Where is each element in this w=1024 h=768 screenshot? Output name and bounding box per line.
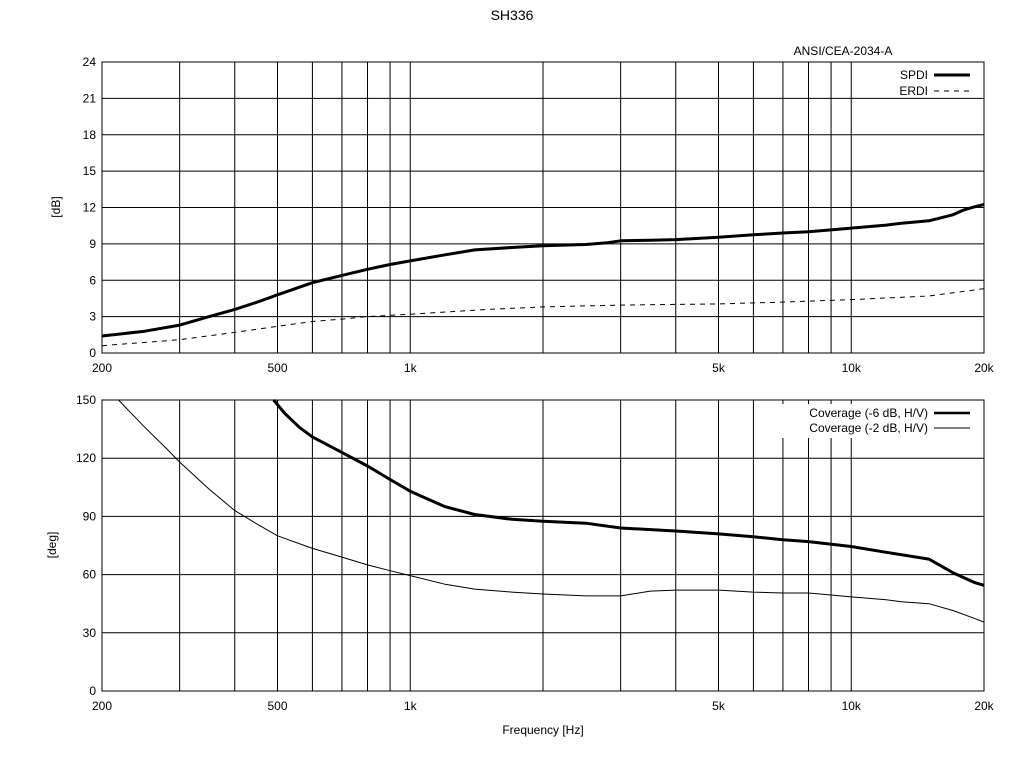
legend-label-erdi: ERDI <box>899 84 928 98</box>
bottom-y-axis-label: [deg] <box>45 532 59 559</box>
y-tick-label: 120 <box>76 451 96 465</box>
panel-bottom: 0 30 60 90 120 150 200 500 1k 5k 10k 20k [deg] Fre… <box>45 393 995 737</box>
x-tick-label: 5k <box>712 699 726 713</box>
bottom-legend: Coverage (-6 dB, H/V) Coverage (-2 dB, H… <box>782 404 980 438</box>
y-tick-label: 0 <box>89 346 96 360</box>
x-tick-label: 20k <box>974 699 994 713</box>
top-plot-frame <box>101 61 985 354</box>
series-line-coverage-2-db-h-v <box>118 399 985 623</box>
top-series <box>101 203 985 347</box>
chart-title: SH336 <box>491 7 534 23</box>
panel-top: 0 3 6 9 12 15 18 21 24 200 500 1k 5k 10k 20k [dB] ANS… <box>49 44 995 375</box>
y-tick-label: 15 <box>83 164 97 178</box>
top-x-tick-labels: 200 500 1k 5k 10k 20k <box>92 361 995 375</box>
legend-label-coverage-6db: Coverage (-6 dB, H/V) <box>809 406 928 420</box>
x-tick-label: 200 <box>92 699 112 713</box>
y-tick-label: 30 <box>83 626 97 640</box>
top-legend: SPDI ERDI <box>899 68 970 98</box>
x-axis-label: Frequency [Hz] <box>502 723 583 737</box>
y-tick-label: 3 <box>89 310 96 324</box>
bottom-grid <box>102 400 984 691</box>
bottom-plot-frame <box>101 399 985 692</box>
y-tick-label: 90 <box>83 509 97 523</box>
bottom-series <box>118 399 985 623</box>
x-tick-label: 5k <box>712 361 726 375</box>
y-tick-label: 60 <box>83 568 97 582</box>
x-tick-label: 1k <box>404 361 418 375</box>
x-tick-label: 1k <box>404 699 418 713</box>
bottom-legend-background <box>782 404 980 438</box>
x-tick-label: 10k <box>842 361 862 375</box>
x-tick-label: 10k <box>842 699 862 713</box>
y-tick-label: 21 <box>83 91 97 105</box>
bottom-y-tick-labels: 0 30 60 90 120 150 <box>76 393 96 698</box>
x-tick-label: 500 <box>267 699 287 713</box>
y-tick-label: 12 <box>83 201 97 215</box>
top-grid <box>102 62 984 353</box>
y-tick-label: 18 <box>83 128 97 142</box>
top-subtitle: ANSI/CEA-2034-A <box>794 44 893 58</box>
x-tick-label: 200 <box>92 361 112 375</box>
series-line-spdi <box>101 203 985 338</box>
legend-label-spdi: SPDI <box>900 68 928 82</box>
y-tick-label: 24 <box>83 55 97 69</box>
y-tick-label: 0 <box>89 684 96 698</box>
y-tick-label: 6 <box>89 273 96 287</box>
legend-label-coverage-2db: Coverage (-2 dB, H/V) <box>809 421 928 435</box>
top-y-axis-label: [dB] <box>49 196 63 217</box>
bottom-x-tick-labels: 200 500 1k 5k 10k 20k <box>92 699 995 713</box>
x-tick-label: 500 <box>267 361 287 375</box>
y-tick-label: 9 <box>89 237 96 251</box>
top-y-tick-labels: 0 3 6 9 12 15 18 21 24 <box>83 55 97 360</box>
x-tick-label: 20k <box>974 361 994 375</box>
y-tick-label: 150 <box>76 393 96 407</box>
series-line-coverage-6-db-h-v <box>272 399 985 587</box>
